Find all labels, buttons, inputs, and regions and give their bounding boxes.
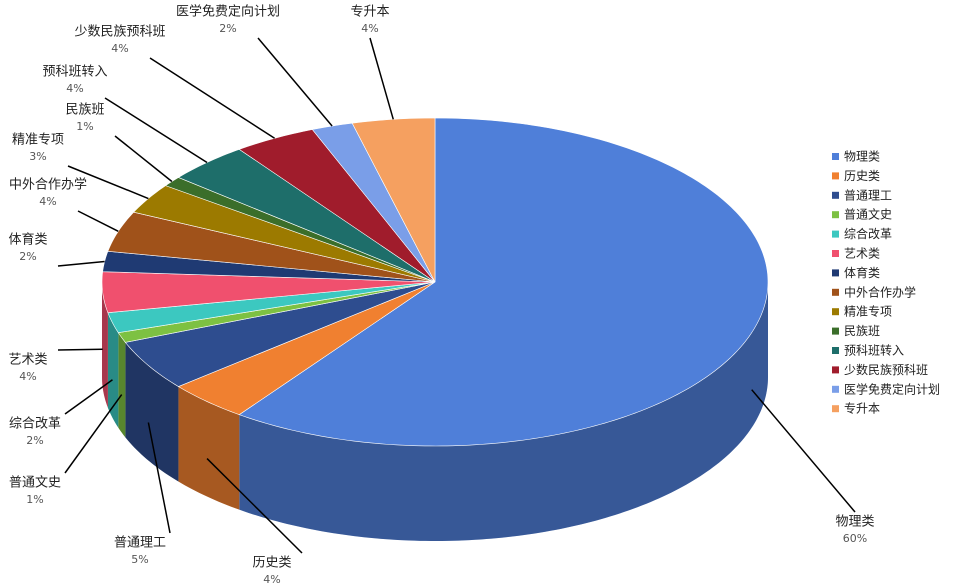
legend-swatch [832,366,839,374]
data-label: 4% [361,22,378,35]
slice-side [125,342,179,482]
data-label: 1% [76,120,93,133]
legend-label: 专升本 [844,401,880,416]
legend-label: 少数民族预科班 [844,362,928,377]
leader-line [104,97,208,164]
legend-swatch [832,191,839,199]
slice-side-shade [118,332,126,438]
leader-line [147,422,171,534]
data-label-name: 预科班转入 [42,65,107,80]
legend-swatch [832,250,839,257]
slice-side [118,332,126,438]
slice [124,281,436,387]
legend-label: 体育类 [844,265,880,280]
slice [133,185,436,283]
data-label: 3% [29,150,46,163]
leader-line [751,389,856,513]
slice [177,281,436,416]
data-label: 5% [131,553,148,566]
legend-swatch [832,153,839,160]
data-label-name: 中外合作办学 [9,177,87,193]
leader-line [64,394,123,474]
data-label-name: 普通理工 [114,536,166,551]
data-label: 4% [19,370,36,383]
legend-label: 中外合作办学 [844,284,916,299]
legend-swatch [832,230,839,238]
slice-side [102,282,108,408]
data-label: 2% [219,22,236,35]
legend-label: 普通文史 [844,207,892,222]
leader-line [57,348,103,351]
slice [238,129,436,283]
slice-side-shade [125,342,179,482]
legend-swatch [832,211,839,219]
leader-line [64,379,113,415]
data-label-name: 医学免费定向计划 [176,4,280,20]
slice-side-shade [107,312,119,428]
legend-swatch [832,385,839,393]
data-label-name: 普通文史 [9,476,61,491]
leader-line [114,135,173,183]
data-label-name: 物理类 [835,515,874,530]
leader-line [206,458,303,554]
legend-label: 综合改革 [844,226,892,241]
data-label-name: 体育类 [8,232,47,248]
legend-label: 普通理工 [844,188,892,202]
legend-label: 历史类 [844,169,880,183]
legend-label: 物理类 [844,150,880,164]
data-label-name: 民族班 [65,102,104,118]
slice [177,148,436,283]
leader-line [67,165,149,200]
legend-label: 医学免费定向计划 [844,381,940,396]
slice [238,117,769,447]
slice [107,281,436,334]
leader-line [77,210,119,232]
legend-label: 预科班转入 [844,343,904,358]
data-label: 2% [26,434,43,447]
leader-line [57,260,105,267]
data-label: 4% [111,42,128,55]
slice-side-shade [102,282,108,408]
legend-swatch [832,405,839,413]
slice-side-shade [178,386,240,510]
slice [101,271,436,314]
legend-swatch [832,308,839,316]
legend-swatch [832,288,839,296]
legend-swatch [832,172,839,180]
legend-label: 艺术类 [844,247,880,261]
data-label-name: 艺术类 [8,353,47,368]
data-label: 1% [26,493,43,506]
legend-swatch [832,347,839,354]
legend-label: 民族班 [844,324,880,338]
slice-side-shade [239,282,768,541]
data-label: 4% [39,195,56,208]
legend-label: 精准专项 [844,304,892,319]
leader-line [149,57,275,139]
slice-side [178,386,240,510]
data-label-name: 专升本 [350,5,389,20]
data-label-name: 精准专项 [12,133,64,148]
legend-swatch [832,327,839,335]
slice-side [239,282,768,541]
data-label: 4% [263,573,280,586]
leader-line [369,37,394,120]
leader-line [257,37,333,127]
data-label-name: 综合改革 [9,417,61,432]
data-label: 60% [843,532,867,545]
legend-swatch [832,269,839,277]
slice-side [107,312,119,428]
data-label: 4% [66,82,83,95]
data-label-name: 少数民族预科班 [74,24,165,40]
data-label: 2% [19,250,36,263]
data-label-name: 历史类 [252,556,291,571]
